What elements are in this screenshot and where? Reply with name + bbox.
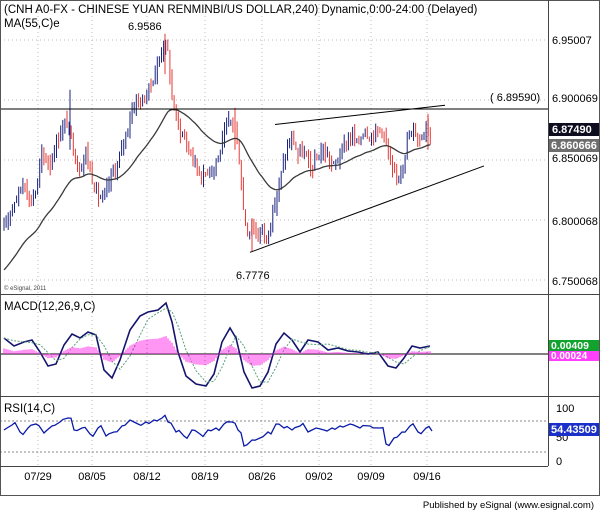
rsi-value-badge bbox=[549, 423, 599, 436]
rsi-tick-100: 100 bbox=[556, 403, 574, 415]
ma-line bbox=[3, 108, 431, 271]
ma-label: MA(55,C)e bbox=[4, 18, 60, 30]
histogram-value-badge bbox=[549, 351, 599, 361]
y-tick-label: 6.850069 bbox=[552, 153, 598, 165]
last-price-label: 6.87490 bbox=[552, 124, 592, 136]
x-tick-label: 08/19 bbox=[191, 471, 219, 483]
y-tick-label: 6.95007 bbox=[552, 35, 592, 47]
macd-title: MACD(12,26,9,C) bbox=[4, 301, 96, 313]
signal-line bbox=[3, 307, 431, 383]
last-price-badge bbox=[549, 123, 599, 136]
rsi-title: RSI(14,C) bbox=[4, 403, 55, 415]
y-tick-label: 6.800068 bbox=[552, 216, 598, 228]
horizontal-line-label: ( 6.89590) bbox=[490, 92, 540, 104]
channel-upper-line bbox=[274, 104, 446, 126]
footer-text: Published by eSignal (www.esignal.com) bbox=[423, 500, 594, 511]
x-tick-label: 08/05 bbox=[78, 471, 106, 483]
macd-value-badge bbox=[549, 340, 599, 351]
ma-value-label: 6.860666 bbox=[551, 140, 597, 152]
x-tick-label: 07/29 bbox=[24, 471, 52, 483]
rsi-value-label: 54.43509 bbox=[551, 424, 597, 436]
macd-value-label: 0.00409 bbox=[551, 340, 589, 352]
x-tick-label: 08/26 bbox=[248, 471, 276, 483]
footer-bar bbox=[0, 496, 600, 511]
y-tick-label: 6.750068 bbox=[552, 276, 598, 288]
low-annotation: 6.7776 bbox=[236, 270, 270, 282]
chart-title: (CNH A0-FX - CHINESE YUAN RENMINBI/US DO… bbox=[4, 4, 478, 16]
channel-lower-line bbox=[249, 165, 485, 253]
y-tick-label: 6.900069 bbox=[552, 93, 598, 105]
histogram-value-label: 0.00024 bbox=[551, 351, 588, 362]
macd-line bbox=[3, 301, 431, 389]
x-tick-label: 09/16 bbox=[413, 471, 441, 483]
ma-value-badge bbox=[549, 139, 599, 152]
x-tick-label: 09/09 bbox=[357, 471, 385, 483]
x-tick-label: 09/02 bbox=[305, 471, 333, 483]
rsi-tick-0: 0 bbox=[556, 456, 562, 468]
x-tick-label: 08/12 bbox=[133, 471, 161, 483]
high-annotation: 6.9586 bbox=[128, 21, 162, 33]
rsi-line bbox=[3, 414, 433, 447]
watermark: © eSignal, 2011 bbox=[4, 285, 47, 292]
